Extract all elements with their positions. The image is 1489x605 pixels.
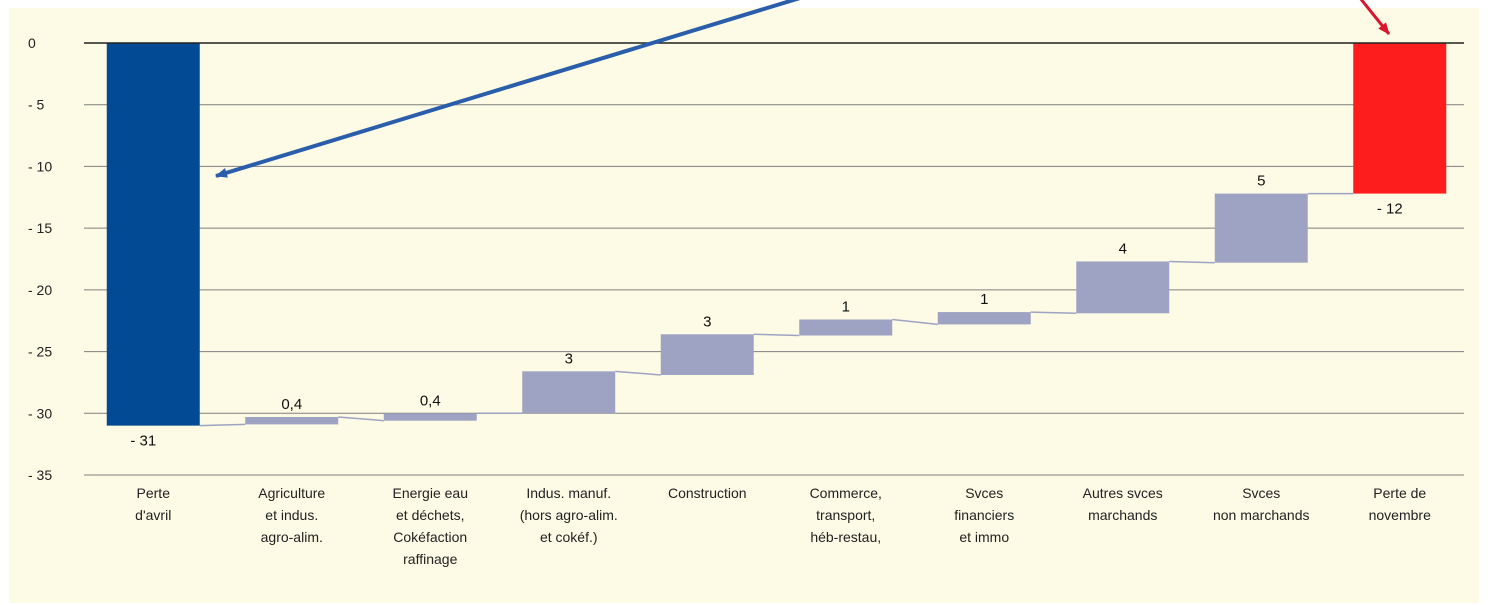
y-tick-label: - 20 <box>28 282 52 298</box>
total-bar <box>1353 43 1447 194</box>
category-label-line: et indus. <box>265 507 318 523</box>
connector-line <box>892 318 938 326</box>
blue-arrow <box>215 0 801 178</box>
annotation-arrows <box>215 0 1391 178</box>
category-label-line: Autres svces <box>1083 485 1163 501</box>
category-label-line: Construction <box>668 485 747 501</box>
contribution-bar <box>937 312 1031 325</box>
connector-line <box>615 370 661 376</box>
category-label-line: Perte <box>137 485 171 501</box>
contribution-bar <box>799 319 893 336</box>
category-label: Energie eau et déchets, Cokéfaction raffina… <box>392 485 468 567</box>
category-label-line: Cokéfaction <box>393 529 467 545</box>
category-label-line: marchands <box>1088 507 1157 523</box>
category-label: Construction <box>668 485 747 501</box>
category-label: Indus. manuf. (hors agro-alim. et cokéf.) <box>520 485 618 545</box>
x-axis-category-labels: Perte d'avril Agriculture et indus. agro-ali… <box>135 485 1431 567</box>
data-label: 5 <box>1257 173 1265 190</box>
data-label: - 12 <box>1377 201 1403 218</box>
category-label: Perte de novembre <box>1369 485 1431 523</box>
connector-line <box>753 333 800 337</box>
data-label: 0,4 <box>420 392 441 409</box>
red-arrow <box>1359 0 1391 35</box>
category-label: Agriculture et indus. agro-alim. <box>258 485 325 545</box>
y-tick-label: - 15 <box>28 220 52 236</box>
data-label: 4 <box>1119 240 1127 257</box>
connector-line <box>1030 311 1077 315</box>
contribution-bar <box>660 334 754 376</box>
category-label-line: Indus. manuf. <box>526 485 611 501</box>
contribution-bar <box>1214 193 1308 263</box>
total-bar <box>106 43 200 426</box>
data-label: 0,4 <box>281 396 302 413</box>
contribution-bar <box>245 416 339 425</box>
data-label: - 31 <box>130 433 156 450</box>
category-label-line: héb-restau, <box>810 529 881 545</box>
data-label: 3 <box>703 313 711 330</box>
category-label: Commerce, transport, héb-restau, <box>810 485 882 545</box>
y-axis-tick-labels: 0 - 5 - 10 - 15 - 20 - 25 - 30 - 35 <box>28 35 52 483</box>
category-label-line: financiers <box>954 507 1014 523</box>
category-label-line: Energie eau <box>392 485 468 501</box>
connector-line <box>199 423 246 427</box>
connector-line <box>338 416 384 422</box>
category-label-line: (hors agro-alim. <box>520 507 618 523</box>
y-tick-label: - 25 <box>28 344 52 360</box>
data-labels: - 31 0,4 0,4 3 3 1 1 4 5 - 12 <box>130 173 1402 450</box>
category-label-line: Svces <box>1242 485 1280 501</box>
category-label-line: raffinage <box>403 551 457 567</box>
y-tick-label: - 10 <box>28 158 52 174</box>
y-tick-label: - 35 <box>28 467 52 483</box>
contribution-bar <box>522 371 616 414</box>
category-label-line: Perte de <box>1373 485 1426 501</box>
category-label-line: et immo <box>959 529 1009 545</box>
data-label: 1 <box>980 291 988 308</box>
connector-line <box>1169 260 1215 264</box>
category-label-line: Svces <box>965 485 1003 501</box>
y-tick-label: - 30 <box>28 405 52 421</box>
category-label: Svces non marchands <box>1213 485 1310 523</box>
category-label-line: d'avril <box>135 507 171 523</box>
category-label-line: Commerce, <box>810 485 882 501</box>
category-label-line: non marchands <box>1213 507 1310 523</box>
data-label: 1 <box>842 298 850 315</box>
category-label-line: agro-alim. <box>261 529 323 545</box>
category-label: Autres svces marchands <box>1083 485 1163 523</box>
data-label: 3 <box>565 350 573 367</box>
y-tick-label: 0 <box>28 35 36 51</box>
contribution-bar <box>383 413 477 421</box>
chart-panel <box>9 8 1479 603</box>
category-label: Svces financiers et immo <box>954 485 1014 545</box>
y-tick-label: - 5 <box>28 97 45 113</box>
category-label: Perte d'avril <box>135 485 171 523</box>
category-label-line: Agriculture <box>258 485 325 501</box>
bars <box>106 43 1447 426</box>
gridlines <box>84 104 1464 476</box>
category-label-line: et cokéf.) <box>540 529 598 545</box>
category-label-line: transport, <box>816 507 875 523</box>
category-label-line: novembre <box>1369 507 1431 523</box>
contribution-bar <box>1076 261 1170 314</box>
category-label-line: et déchets, <box>396 507 465 523</box>
connectors <box>199 192 1354 427</box>
